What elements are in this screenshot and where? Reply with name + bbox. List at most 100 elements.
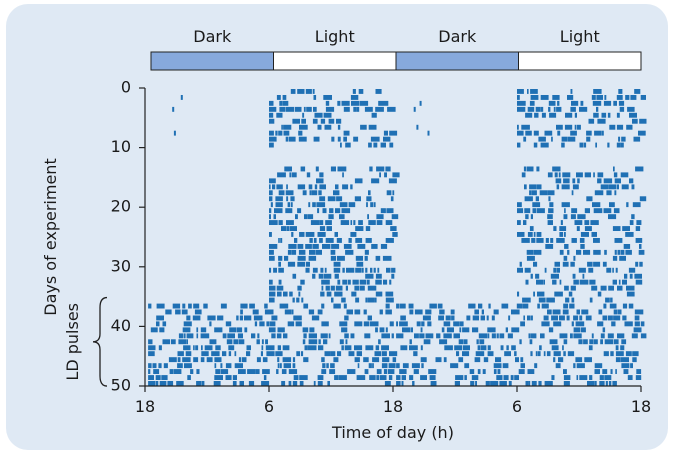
- activity-mark: [309, 184, 313, 189]
- activity-mark: [536, 167, 539, 172]
- activity-mark: [575, 113, 577, 118]
- activity-mark: [291, 89, 296, 94]
- activity-mark: [269, 321, 275, 326]
- activity-mark: [325, 268, 327, 273]
- activity-mark: [282, 101, 288, 106]
- activity-mark: [592, 232, 598, 237]
- activity-mark: [354, 321, 362, 326]
- activity-mark: [312, 202, 316, 207]
- activity-mark: [483, 369, 486, 374]
- activity-mark: [632, 184, 635, 189]
- activity-mark: [428, 131, 430, 136]
- activity-mark: [575, 220, 583, 225]
- activity-mark: [604, 101, 611, 106]
- activity-mark: [283, 95, 287, 100]
- activity-mark: [344, 131, 350, 136]
- activity-mark: [274, 214, 277, 219]
- activity-mark: [615, 178, 621, 183]
- activity-mark: [316, 202, 325, 207]
- activity-mark: [301, 167, 306, 172]
- activity-mark: [396, 333, 403, 338]
- lighting-bar-label-light: Light: [315, 27, 355, 46]
- activity-mark: [609, 202, 615, 207]
- activity-mark: [604, 95, 606, 100]
- activity-mark: [381, 244, 387, 249]
- activity-mark: [487, 327, 495, 332]
- activity-mark: [572, 238, 577, 243]
- activity-mark: [365, 345, 373, 350]
- activity-mark: [579, 316, 582, 321]
- activity-mark: [517, 220, 521, 225]
- activity-mark: [331, 286, 335, 291]
- activity-mark: [578, 339, 582, 344]
- activity-mark: [376, 167, 384, 172]
- activity-mark: [275, 131, 277, 136]
- activity-mark: [563, 351, 566, 356]
- activity-mark: [530, 316, 533, 321]
- activity-mark: [421, 321, 424, 326]
- activity-mark: [388, 369, 395, 374]
- activity-mark: [608, 184, 616, 189]
- activity-mark: [298, 184, 305, 189]
- activity-marks: [148, 89, 646, 386]
- activity-mark: [304, 214, 307, 219]
- activity-mark: [587, 381, 595, 386]
- activity-mark: [571, 89, 573, 94]
- activity-mark: [236, 327, 242, 332]
- activity-mark: [269, 101, 274, 106]
- activity-mark: [238, 333, 243, 338]
- activity-mark: [570, 262, 574, 267]
- activity-mark: [617, 125, 623, 130]
- activity-mark: [511, 327, 519, 332]
- activity-mark: [557, 131, 560, 136]
- activity-mark: [215, 369, 220, 374]
- activity-mark: [355, 178, 363, 183]
- activity-mark: [240, 316, 243, 321]
- activity-mark: [564, 214, 568, 219]
- activity-mark: [303, 327, 309, 332]
- activity-mark: [616, 351, 624, 356]
- activity-mark: [211, 351, 219, 356]
- activity-mark: [527, 250, 533, 255]
- activity-mark: [176, 381, 184, 386]
- activity-mark: [589, 375, 592, 380]
- activity-mark: [450, 363, 458, 368]
- activity-mark: [473, 316, 479, 321]
- activity-mark: [482, 310, 484, 315]
- activity-mark: [353, 220, 355, 225]
- activity-mark: [573, 316, 578, 321]
- activity-mark: [297, 208, 301, 213]
- activity-mark: [581, 327, 586, 332]
- activity-mark: [383, 280, 387, 285]
- activity-mark: [400, 316, 406, 321]
- activity-mark: [595, 143, 597, 148]
- activity-mark: [531, 95, 539, 100]
- activity-mark: [621, 172, 629, 177]
- activity-mark: [584, 143, 586, 148]
- activity-mark: [472, 375, 479, 380]
- activity-mark: [195, 345, 198, 350]
- activity-mark: [221, 369, 229, 374]
- activity-mark: [351, 95, 358, 100]
- activity-mark: [341, 220, 345, 225]
- activity-mark: [553, 268, 556, 273]
- activity-mark: [355, 357, 360, 362]
- activity-mark: [629, 113, 637, 118]
- activity-mark: [314, 95, 317, 100]
- activity-mark: [387, 190, 392, 195]
- activity-mark: [562, 137, 568, 142]
- activity-mark: [396, 363, 400, 368]
- activity-mark: [269, 250, 274, 255]
- activity-mark: [249, 381, 254, 386]
- activity-mark: [617, 310, 621, 315]
- activity-mark: [179, 333, 184, 338]
- activity-mark: [342, 208, 351, 213]
- activity-mark: [293, 363, 296, 368]
- activity-mark: [174, 369, 182, 374]
- activity-mark: [577, 178, 580, 183]
- activity-mark: [500, 333, 505, 338]
- activity-mark: [326, 238, 334, 243]
- activity-mark: [552, 280, 556, 285]
- activity-mark: [537, 184, 542, 189]
- activity-mark: [239, 357, 241, 362]
